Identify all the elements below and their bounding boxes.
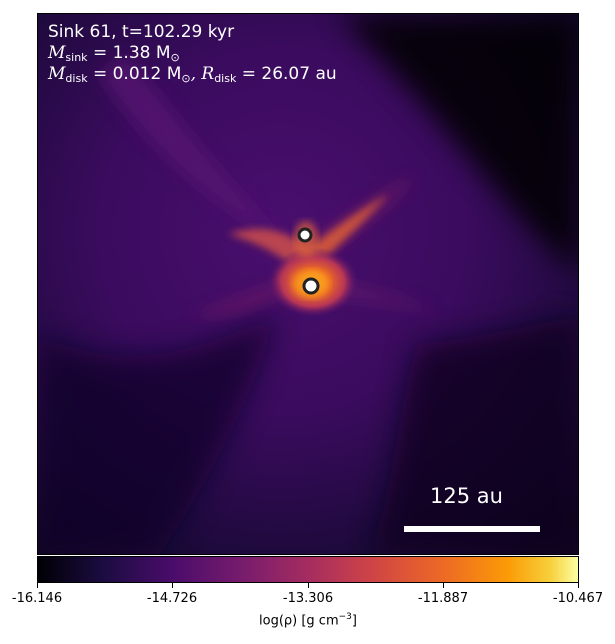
colorbar-tick-label: -16.146 — [11, 591, 63, 606]
sink-time-label: Sink 61, t=102.29 kyr — [48, 22, 235, 42]
colorbar-label: log(ρ) [g cm−3] — [259, 612, 357, 629]
scale-bar-label: 125 au — [430, 484, 503, 508]
colorbar-tick — [37, 583, 38, 588]
colorbar-tick — [172, 583, 173, 588]
colorbar-tick-label: -13.306 — [282, 591, 334, 606]
density-image — [38, 14, 578, 554]
colorbar-tick — [443, 583, 444, 588]
scale-bar — [404, 526, 540, 532]
colorbar-tick — [578, 583, 579, 588]
sink-particle-upper — [297, 227, 313, 243]
density-map: Sink 61, t=102.29 kyr Msink = 1.38 M⊙ Md… — [37, 13, 579, 555]
colorbar — [37, 556, 579, 583]
disk-properties-label: Mdisk = 0.012 M⊙, Rdisk = 26.07 au — [48, 64, 337, 85]
sink-mass-label: Msink = 1.38 M⊙ — [48, 43, 180, 64]
colorbar-tick-label: -11.887 — [417, 591, 469, 606]
colorbar-tick-label: -14.726 — [146, 591, 198, 606]
colorbar-tick — [308, 583, 309, 588]
colorbar-tick-label: -10.467 — [552, 591, 604, 606]
sink-particle-lower — [302, 277, 320, 295]
